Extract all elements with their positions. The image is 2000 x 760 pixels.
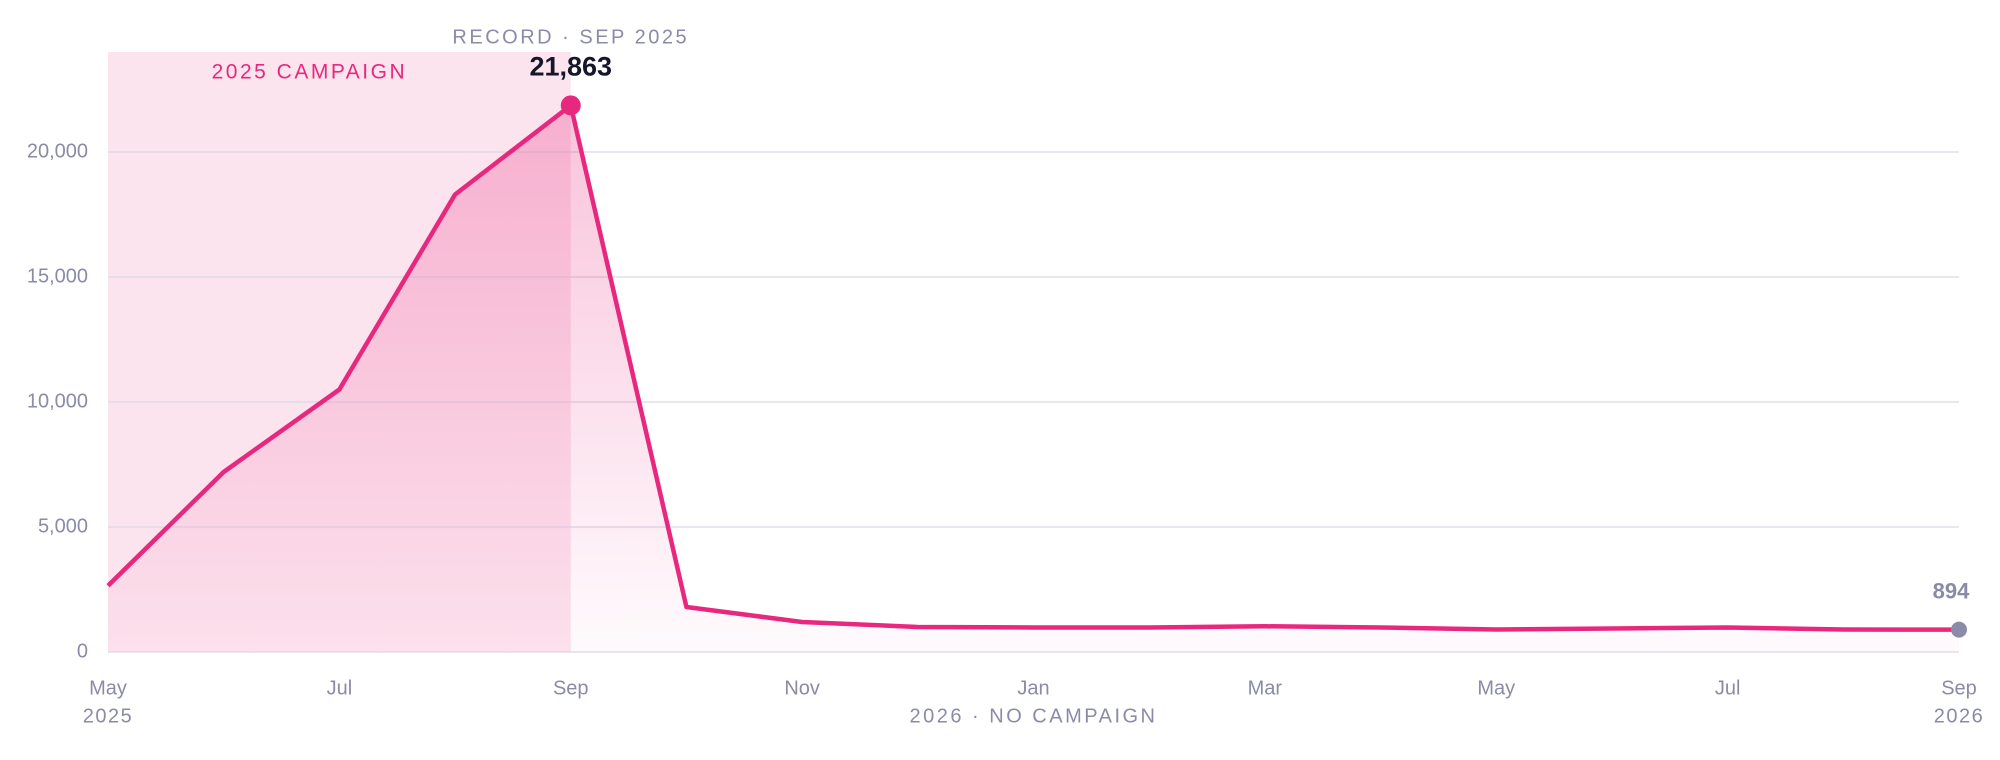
x-tick-label: Jan	[1017, 677, 1049, 699]
x-year-label: 2026	[1934, 705, 1985, 727]
area	[108, 105, 1959, 653]
value-label: 21,863	[529, 52, 612, 82]
y-tick-label: 20,000	[27, 140, 88, 162]
campaign-label: 2025 CAMPAIGN	[212, 61, 408, 84]
y-tick-label: 15,000	[27, 265, 88, 287]
x-tick-label: Sep	[1941, 677, 1977, 699]
x-tick-label: Jul	[1715, 677, 1741, 699]
x-annotation: 2026 · NO CAMPAIGN	[909, 705, 1157, 727]
x-tick-label: Sep	[553, 677, 589, 699]
y-tick-label: 5,000	[38, 515, 88, 537]
peak-annotation: RECORD · SEP 2025	[452, 26, 689, 48]
line	[106, 103, 1960, 632]
x-tick-label: Nov	[784, 677, 820, 699]
y-tick-label: 10,000	[27, 390, 88, 412]
point-marker	[1951, 621, 1967, 638]
point-marker	[560, 95, 581, 116]
x-tick-label: May	[1477, 677, 1515, 699]
x-tick-label: May	[89, 677, 127, 699]
y-tick-label: 0	[77, 640, 88, 662]
x-tick-label: Mar	[1248, 677, 1283, 699]
x-year-label: 2025	[83, 705, 134, 727]
x-tick-label: Jul	[327, 677, 353, 699]
value-label: 894	[1933, 578, 1970, 603]
